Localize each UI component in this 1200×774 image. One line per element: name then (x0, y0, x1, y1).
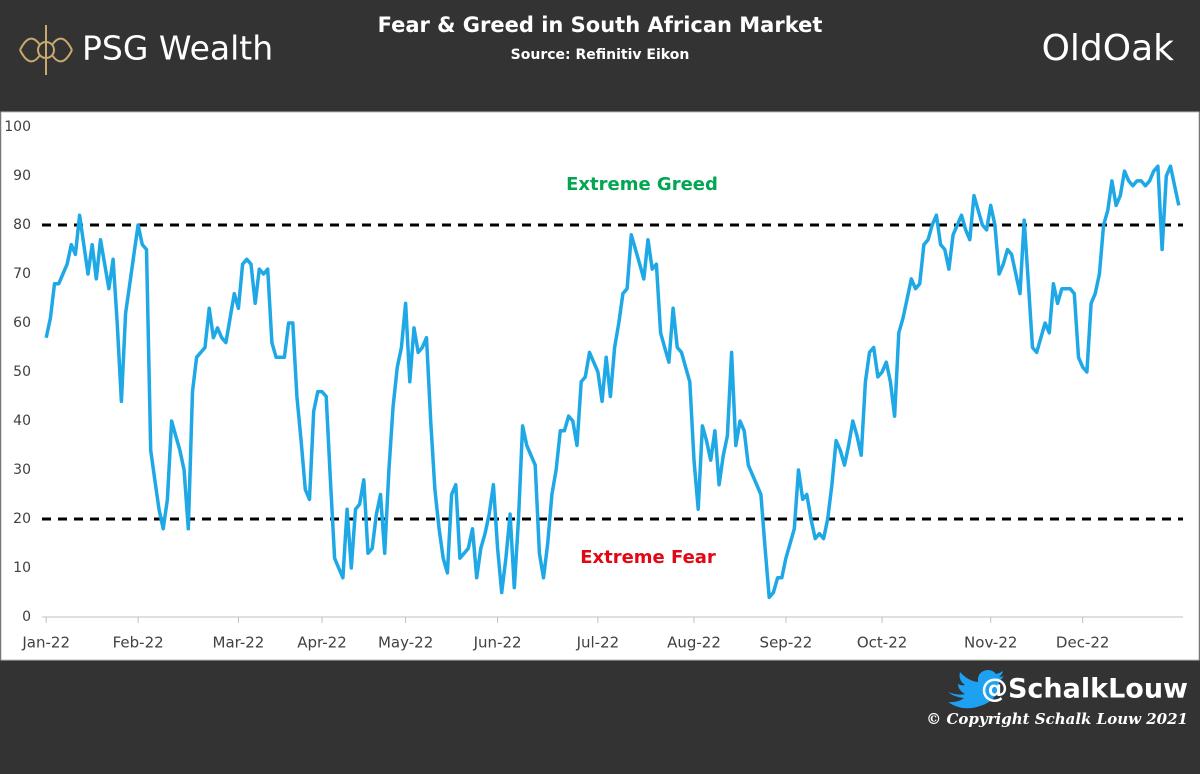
annotation: Extreme Greed (566, 174, 718, 195)
y-tick-label: 30 (13, 462, 31, 478)
y-tick-label: 90 (13, 168, 31, 184)
x-tick-label: Jan-22 (21, 634, 70, 652)
x-tick-label: Apr-22 (297, 634, 347, 652)
y-tick-label: 50 (13, 364, 31, 380)
series-line (44, 164, 1181, 600)
chart-title: Fear & Greed in South African Market (378, 13, 823, 37)
y-tick-label: 40 (13, 413, 31, 429)
y-tick-label: 70 (13, 266, 31, 282)
copyright: © Copyright Schalk Louw 2021 (926, 710, 1188, 728)
twitter-icon (948, 670, 1004, 709)
chart-subtitle: Source: Refinitiv Eikon (511, 47, 690, 63)
x-tick-label: Mar-22 (213, 634, 265, 652)
y-tick-label: 10 (13, 560, 31, 576)
x-tick-label: Jun-22 (473, 634, 522, 652)
x-tick-label: Aug-22 (667, 634, 721, 652)
y-tick-label: 20 (13, 511, 31, 527)
x-tick-label: Jul-22 (576, 634, 620, 652)
logo-text: PSG Wealth (82, 29, 273, 68)
x-tick-label: Oct-22 (857, 634, 907, 652)
x-tick-label: Feb-22 (113, 634, 164, 652)
x-tick-label: May-22 (378, 634, 433, 652)
logo-icon (19, 25, 73, 75)
brand: OldOak (1042, 28, 1175, 69)
x-tick-label: Nov-22 (964, 634, 1017, 652)
y-tick-label: 80 (13, 217, 31, 233)
y-tick-label: 100 (4, 119, 31, 135)
x-tick-label: Sep-22 (760, 634, 813, 652)
annotation: Extreme Fear (580, 547, 716, 568)
y-tick-label: 60 (13, 315, 31, 331)
twitter-handle: @SchalkLouw (981, 674, 1188, 705)
x-tick-label: Dec-22 (1056, 634, 1110, 652)
y-tick-label: 0 (22, 609, 31, 625)
